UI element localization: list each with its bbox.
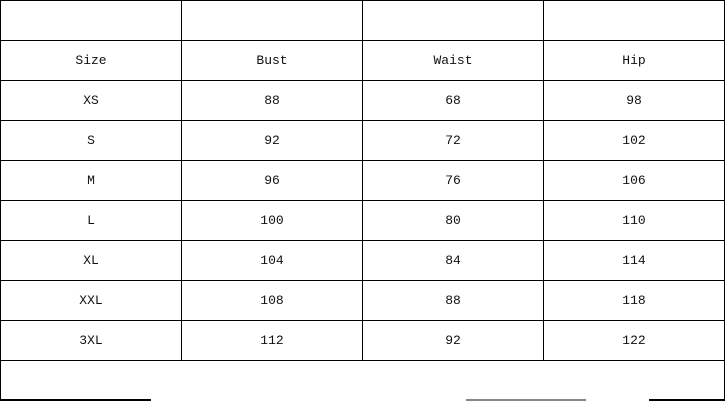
table-cell: 3XL — [0, 320, 182, 361]
table-cell: 98 — [543, 80, 725, 121]
table-cell: S — [0, 120, 182, 161]
table-cell: L — [0, 200, 182, 241]
table-cell: 68 — [362, 80, 544, 121]
table-cell: 88 — [181, 80, 363, 121]
header-size: Size — [0, 40, 182, 81]
header-hip: Hip — [543, 40, 725, 81]
bottom-merged-cell — [0, 360, 725, 401]
table-row: L 100 80 110 — [0, 200, 725, 241]
table-cell: 114 — [543, 240, 725, 281]
table-cell — [181, 0, 363, 41]
header-waist: Waist — [362, 40, 544, 81]
table-cell: M — [0, 160, 182, 201]
table-row: XS 88 68 98 — [0, 80, 725, 121]
table-cell: 106 — [543, 160, 725, 201]
table-cell: 76 — [362, 160, 544, 201]
divider — [466, 399, 586, 401]
table-cell: 80 — [362, 200, 544, 241]
table-cell: 100 — [181, 200, 363, 241]
table-cell: 72 — [362, 120, 544, 161]
header-row: Size Bust Waist Hip — [0, 40, 725, 81]
table-cell — [362, 0, 544, 41]
table-cell: 102 — [543, 120, 725, 161]
header-bust: Bust — [181, 40, 363, 81]
table-row: M 96 76 106 — [0, 160, 725, 201]
table-row: XXL 108 88 118 — [0, 280, 725, 321]
table-cell: XL — [0, 240, 182, 281]
table-cell: 104 — [181, 240, 363, 281]
table-cell: 92 — [362, 320, 544, 361]
table-cell: XXL — [0, 280, 182, 321]
table-cell: 84 — [362, 240, 544, 281]
table-cell — [543, 0, 725, 41]
size-chart-table: Size Bust Waist Hip XS 88 68 98 S 92 72 102 M 96 7… — [0, 0, 725, 361]
table-cell — [0, 0, 182, 41]
divider — [1, 399, 151, 401]
table-cell: 108 — [181, 280, 363, 321]
table-cell: 92 — [181, 120, 363, 161]
divider — [649, 399, 725, 401]
table-cell: XS — [0, 80, 182, 121]
table-cell: 112 — [181, 320, 363, 361]
table-row: XL 104 84 114 — [0, 240, 725, 281]
table-cell: 118 — [543, 280, 725, 321]
table-row: 3XL 112 92 122 — [0, 320, 725, 361]
table-cell: 122 — [543, 320, 725, 361]
table-cell: 88 — [362, 280, 544, 321]
table-cell: 110 — [543, 200, 725, 241]
table-cell: 96 — [181, 160, 363, 201]
empty-top-row — [0, 0, 725, 41]
table-row: S 92 72 102 — [0, 120, 725, 161]
